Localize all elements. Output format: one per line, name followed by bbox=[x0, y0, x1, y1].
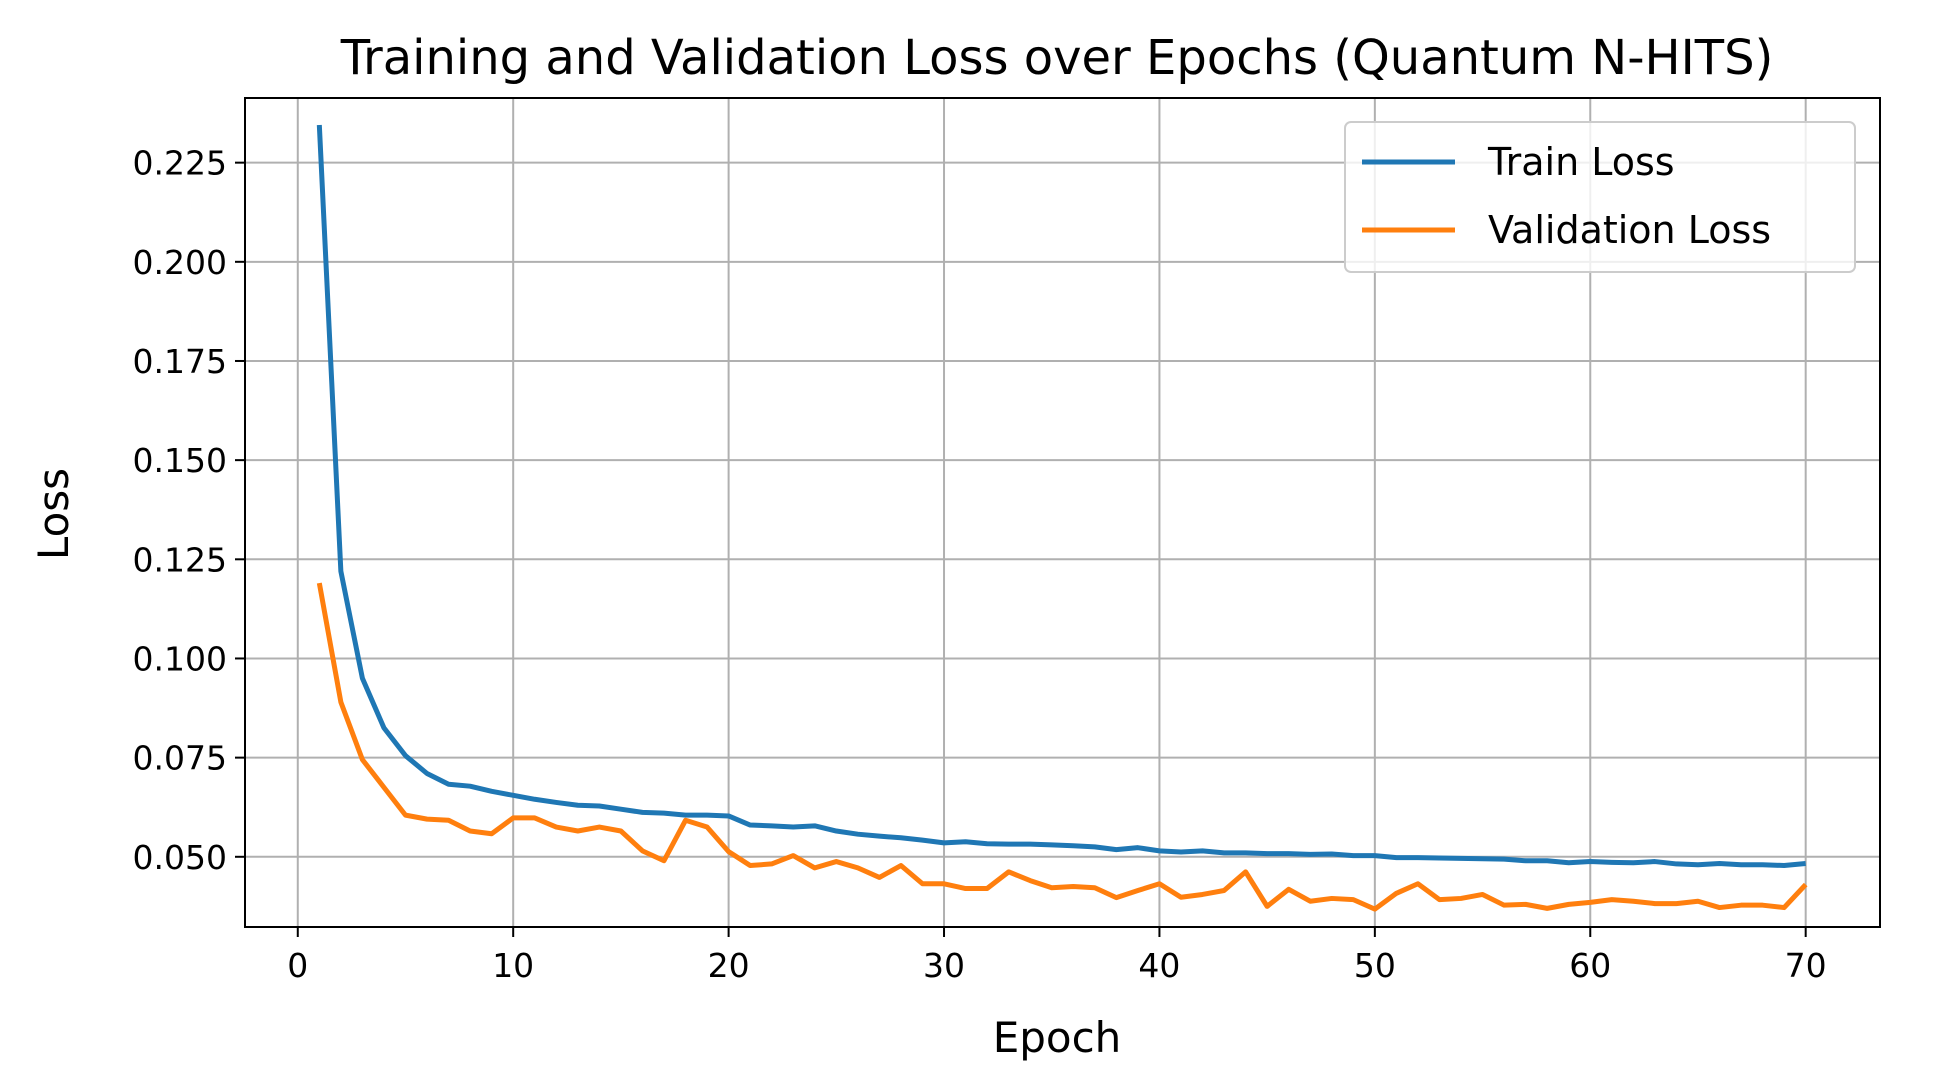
validation-loss-line bbox=[316, 582, 1808, 912]
legend-label: Train Loss bbox=[1487, 140, 1675, 184]
x-tick-label: 30 bbox=[923, 946, 965, 985]
y-tick-label: 0.200 bbox=[133, 243, 227, 282]
chart-title: Training and Validation Loss over Epochs… bbox=[340, 30, 1774, 86]
y-tick-label: 0.150 bbox=[133, 441, 227, 480]
x-tick-label: 70 bbox=[1785, 946, 1827, 985]
x-tick-label: 10 bbox=[492, 946, 534, 985]
y-tick-label: 0.050 bbox=[133, 838, 227, 877]
x-tick-label: 60 bbox=[1569, 946, 1611, 985]
x-tick-label: 20 bbox=[708, 946, 750, 985]
y-tick-label: 0.225 bbox=[133, 144, 227, 183]
legend-label: Validation Loss bbox=[1488, 208, 1771, 252]
ticks: 0 10 20 30 40 50 60 70 0.050 0.075 0.100 0.125 0.150… bbox=[133, 144, 1827, 985]
x-axis-label: Epoch bbox=[993, 1013, 1122, 1062]
y-tick-label: 0.125 bbox=[133, 540, 227, 579]
y-tick-label: 0.175 bbox=[133, 342, 227, 381]
x-tick-label: 0 bbox=[287, 946, 308, 985]
legend-box bbox=[1344, 121, 1856, 273]
train-loss-line bbox=[316, 124, 1806, 869]
y-tick-label: 0.075 bbox=[133, 739, 227, 778]
y-tick-label: 0.100 bbox=[133, 639, 227, 678]
series-layer bbox=[316, 124, 1808, 912]
y-axis-label: Loss bbox=[29, 468, 78, 560]
x-tick-label: 50 bbox=[1354, 946, 1396, 985]
x-tick-label: 40 bbox=[1138, 946, 1180, 985]
legend: Train Loss Validation Loss bbox=[1344, 121, 1856, 273]
plot-frame bbox=[244, 97, 1881, 928]
